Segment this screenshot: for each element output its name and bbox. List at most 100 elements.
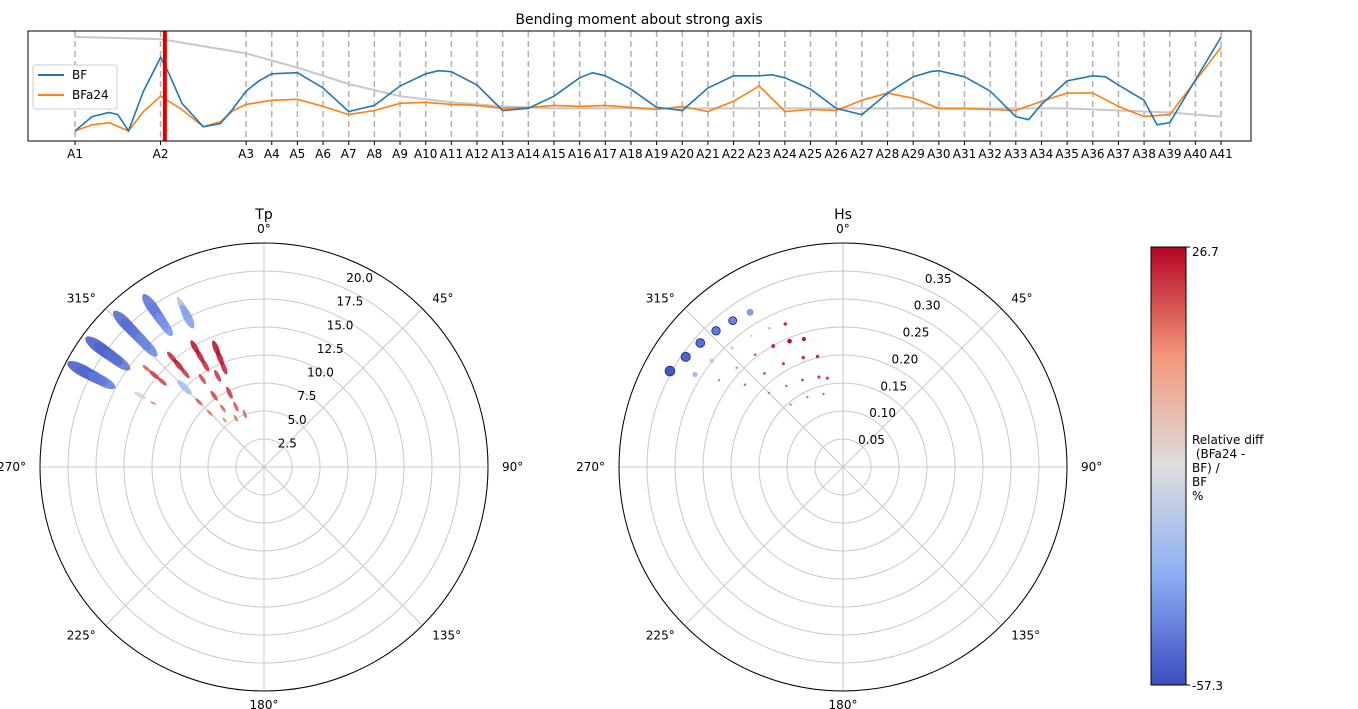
data-point bbox=[233, 414, 239, 422]
polar-frame bbox=[618, 242, 1068, 692]
line-series bbox=[74, 36, 1222, 133]
data-point bbox=[743, 383, 747, 386]
x-tick-label: A15 bbox=[542, 147, 565, 161]
scatter-points-tp bbox=[67, 294, 247, 423]
x-tick-label: A6 bbox=[315, 147, 331, 161]
angle-tick-label: 90° bbox=[1081, 460, 1102, 474]
data-point bbox=[195, 398, 203, 406]
radial-tick-labels-hs: 0.05 0.10 0.15 0.20 0.25 0.30 0.35 bbox=[858, 272, 952, 447]
data-point bbox=[767, 391, 771, 395]
angle-tick-label: 315° bbox=[67, 292, 96, 306]
radial-tick-label: 2.5 bbox=[278, 436, 297, 450]
radial-tick-label: 0.15 bbox=[880, 379, 907, 393]
radial-tick-label: 0.10 bbox=[869, 406, 896, 420]
data-point bbox=[730, 346, 734, 350]
data-point bbox=[680, 351, 691, 362]
radial-tick-label: 0.25 bbox=[903, 326, 930, 340]
data-point bbox=[817, 375, 821, 379]
data-point bbox=[801, 355, 805, 360]
polar-grid-tp bbox=[39, 242, 489, 692]
top-legend: BF BFa24 bbox=[32, 64, 118, 110]
data-point bbox=[735, 366, 738, 370]
bending-moment-chart: Bending moment about strong axis A1 A2 A3 A… bbox=[27, 12, 1252, 161]
data-point bbox=[177, 380, 192, 395]
radial-tick-label: 0.20 bbox=[892, 352, 919, 366]
x-tick-label: A13 bbox=[491, 147, 514, 161]
data-point bbox=[87, 371, 116, 390]
angle-tick-label: 135° bbox=[1011, 628, 1040, 642]
x-tick-label: A9 bbox=[392, 147, 408, 161]
angle-tick-label: 0° bbox=[836, 222, 850, 236]
data-point bbox=[695, 338, 706, 348]
data-point bbox=[746, 308, 754, 316]
data-point bbox=[201, 358, 210, 372]
data-point bbox=[806, 395, 809, 399]
angle-tick-label: 270° bbox=[0, 460, 26, 474]
radial-tick-label: 15.0 bbox=[327, 318, 354, 332]
polar-spoke bbox=[684, 466, 844, 626]
angle-tick-label: 315° bbox=[646, 292, 675, 306]
x-tick-label: A36 bbox=[1081, 147, 1104, 161]
colorbar-label: Relative diff (BFa24 - BF) / BF % bbox=[1192, 433, 1267, 503]
data-point bbox=[825, 376, 829, 380]
x-tick-label: A16 bbox=[568, 147, 591, 161]
radial-tick-label: 10.0 bbox=[307, 366, 334, 380]
polar-spoke bbox=[684, 308, 844, 468]
angle-tick-label: 135° bbox=[432, 628, 461, 642]
top-chart-title: Bending moment about strong axis bbox=[515, 12, 762, 28]
polar-spoke bbox=[842, 308, 1002, 468]
data-point bbox=[753, 353, 757, 356]
polar-spoke bbox=[842, 466, 1002, 626]
data-point bbox=[134, 391, 146, 400]
data-point bbox=[242, 409, 247, 419]
data-point bbox=[783, 322, 787, 326]
data-point bbox=[233, 401, 239, 412]
data-point bbox=[135, 334, 158, 357]
x-tick-label: A24 bbox=[773, 147, 796, 161]
data-point bbox=[771, 344, 776, 348]
radial-tick-label: 0.35 bbox=[925, 272, 952, 286]
data-point bbox=[728, 316, 738, 326]
colorbar-label-line: BF) / bbox=[1192, 461, 1221, 475]
radial-tick-label: 7.5 bbox=[297, 389, 316, 403]
scatter-points-hs bbox=[664, 308, 829, 406]
x-tick-label: A33 bbox=[1004, 147, 1027, 161]
radial-tick-label: 20.0 bbox=[346, 271, 373, 285]
data-point bbox=[206, 409, 213, 416]
x-tick-label: A19 bbox=[645, 147, 668, 161]
radial-tick-label: 5.0 bbox=[288, 413, 307, 427]
data-point bbox=[801, 378, 804, 382]
data-point bbox=[210, 390, 218, 401]
angle-tick-label: 180° bbox=[250, 698, 279, 709]
data-point bbox=[692, 371, 698, 378]
x-tick-label: A30 bbox=[927, 147, 950, 161]
series-line bbox=[74, 46, 1222, 132]
data-point bbox=[709, 358, 715, 363]
x-tick-label: A41 bbox=[1209, 147, 1232, 161]
data-point bbox=[155, 313, 173, 337]
data-point bbox=[150, 401, 157, 405]
data-point bbox=[103, 349, 131, 371]
legend-label-bfa24: BFa24 bbox=[72, 88, 109, 102]
colorbar-max-label: 26.7 bbox=[1192, 245, 1219, 259]
x-tick-label: A31 bbox=[953, 147, 976, 161]
x-tick-label: A37 bbox=[1107, 147, 1130, 161]
x-tick-label: A18 bbox=[619, 147, 642, 161]
radial-tick-label: 17.5 bbox=[336, 295, 363, 309]
data-point bbox=[198, 374, 207, 384]
x-tick-label: A14 bbox=[517, 147, 540, 161]
data-point bbox=[787, 338, 792, 344]
x-tick-label: A22 bbox=[722, 147, 745, 161]
series-line bbox=[74, 36, 1222, 133]
x-tick-label: A4 bbox=[264, 147, 280, 161]
x-tick-label: A17 bbox=[594, 147, 617, 161]
angle-tick-label: 180° bbox=[829, 698, 858, 709]
angle-tick-label: 270° bbox=[576, 460, 605, 474]
top-plot-frame bbox=[27, 30, 1252, 142]
data-point bbox=[750, 334, 753, 338]
data-point bbox=[149, 370, 160, 380]
x-tick-label: A23 bbox=[747, 147, 770, 161]
x-tick-label: A39 bbox=[1158, 147, 1181, 161]
data-point bbox=[180, 304, 195, 329]
polar-chart-hs: Hs 0.05 0.10 0.15 0.20 0.25 0.30 0.35 0° 45° 90°… bbox=[576, 207, 1102, 709]
